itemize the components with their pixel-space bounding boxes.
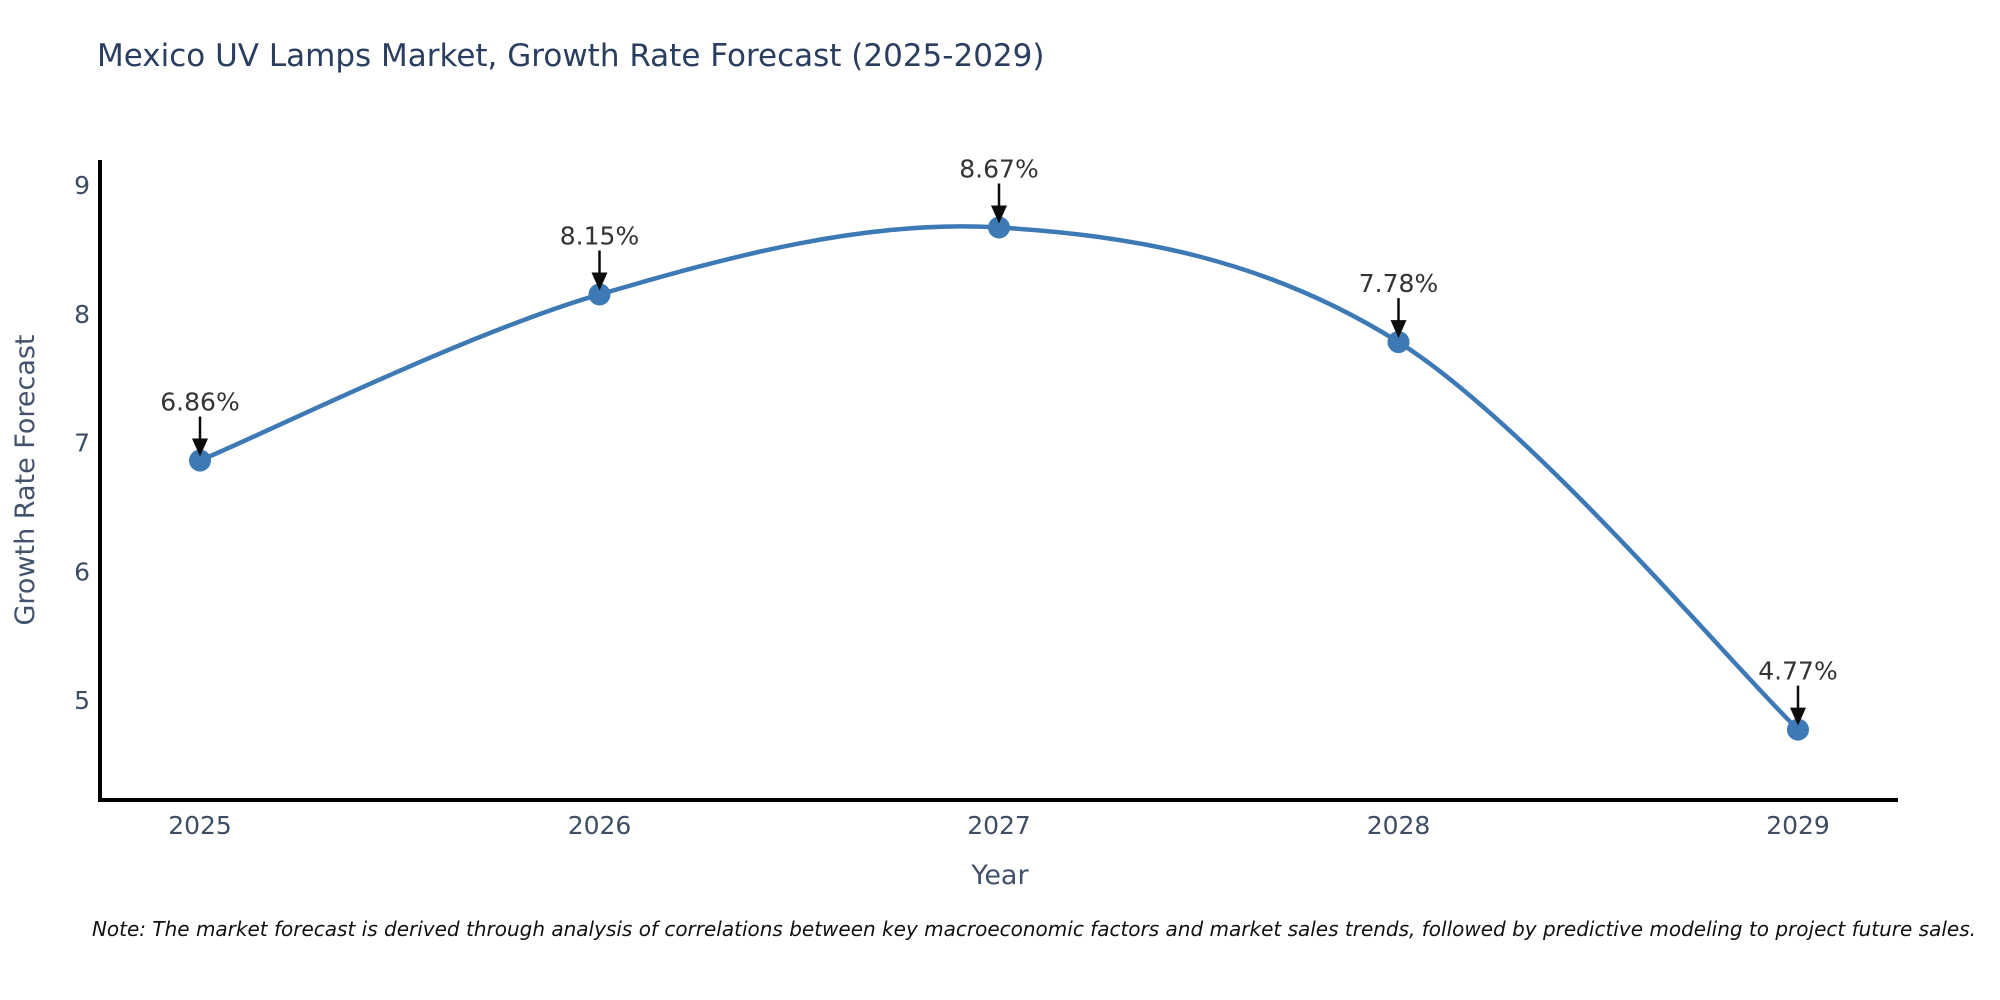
x-tick-label: 2029 — [1766, 811, 1830, 840]
annotation-arrowhead — [991, 205, 1007, 224]
y-tick-label: 6 — [74, 557, 90, 586]
annotation-label: 8.67% — [959, 154, 1038, 183]
annotation-label: 7.78% — [1359, 269, 1438, 298]
y-tick-label: 5 — [74, 686, 90, 715]
annotation-arrowhead — [1390, 320, 1407, 339]
y-axis-title: Growth Rate Forecast — [10, 334, 41, 625]
x-axis-title: Year — [970, 860, 1029, 891]
annotation-arrowhead — [591, 272, 608, 291]
annotation-arrowhead — [192, 438, 208, 457]
x-tick-label: 2026 — [568, 811, 632, 840]
x-tick-label: 2027 — [967, 811, 1031, 840]
data-point-marker — [988, 216, 1010, 239]
y-tick-label: 7 — [74, 429, 90, 458]
y-tick-label: 8 — [74, 300, 90, 329]
annotation-arrowhead — [1790, 707, 1806, 726]
annotation-label: 4.77% — [1758, 657, 1837, 686]
data-point-marker — [1787, 718, 1809, 741]
data-point-marker — [588, 283, 611, 306]
annotation-label: 6.86% — [160, 388, 239, 417]
annotation-label: 8.15% — [560, 221, 639, 250]
data-point-marker — [1387, 331, 1410, 354]
data-point-marker — [189, 449, 211, 472]
x-tick-label: 2025 — [168, 811, 232, 840]
x-tick-label: 2028 — [1367, 811, 1431, 840]
line-series — [197, 224, 1801, 732]
chart-title: Mexico UV Lamps Market, Growth Rate Fore… — [97, 38, 1045, 74]
chart-footnote: Note: The market forecast is derived thr… — [91, 917, 1976, 941]
y-tick-label: 9 — [74, 171, 90, 200]
